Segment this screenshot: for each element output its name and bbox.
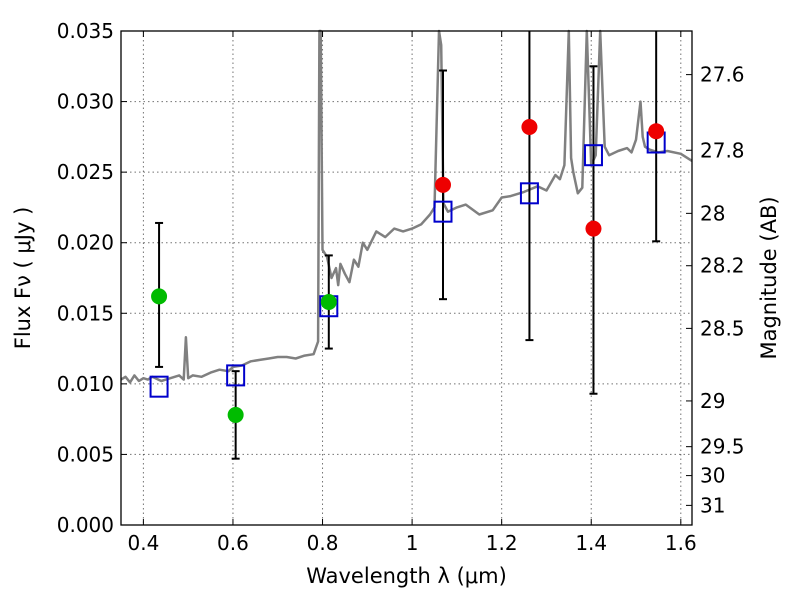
- x-tick-label: 0.8: [307, 531, 339, 555]
- marker-layer: [149, 118, 666, 423]
- y2-axis-title: Magnitude (AB): [757, 196, 781, 359]
- y2-tick-label: 27.8: [700, 138, 745, 162]
- tick-layer: 0.4 0.6 0.8 1 1.2 1.4 1.6 0.000 0.005 0.010 0.015 0…: [57, 19, 745, 555]
- x-tick-label: 1.4: [575, 531, 607, 555]
- x-tick-label: 1.2: [486, 531, 518, 555]
- y-axis-title: Flux Fν ( μJy ): [11, 207, 35, 350]
- photometry-point: [648, 123, 665, 140]
- model-band-square: [149, 375, 169, 398]
- model-band-square: [226, 364, 246, 387]
- y2-tick-label: 28.2: [700, 254, 745, 278]
- x-axis-title: Wavelength λ (μm): [306, 564, 507, 588]
- y2-tick-label: 28.5: [700, 316, 745, 340]
- photometry-point: [585, 220, 602, 237]
- y-tick-label: 0.025: [57, 160, 114, 184]
- photometry-point: [227, 406, 244, 423]
- y2-tick-label: 27.6: [700, 63, 745, 87]
- x-tick-label: 1: [406, 531, 419, 555]
- plot-frame: [120, 30, 693, 526]
- spectrum-layer: [120, 29, 693, 384]
- spectrum-line: [120, 29, 693, 384]
- y-tick-label: 0.035: [57, 19, 114, 43]
- x-tick-label: 0.4: [127, 531, 159, 555]
- photometry-point: [151, 288, 168, 305]
- x-tick-label: 1.6: [665, 531, 697, 555]
- y2-tick-label: 31: [700, 493, 725, 517]
- x-tick-label: 0.6: [217, 531, 249, 555]
- y-tick-label: 0.030: [57, 90, 114, 114]
- model-band-square: [583, 144, 603, 167]
- model-band-square: [433, 200, 453, 223]
- model-band-square: [519, 182, 539, 205]
- grid-lines: [121, 30, 692, 526]
- y2-tick-label: 28: [700, 201, 725, 225]
- y2-tick-label: 29: [700, 389, 725, 413]
- y2-tick-label: 29.5: [700, 435, 745, 459]
- photometry-point: [320, 293, 337, 310]
- y-tick-label: 0.020: [57, 231, 114, 255]
- y-tick-label: 0.010: [57, 372, 114, 396]
- y-tick-label: 0.015: [57, 301, 114, 325]
- y2-tick-label: 30: [700, 464, 725, 488]
- photometry-point: [434, 176, 451, 193]
- y-tick-label: 0.005: [57, 442, 114, 466]
- photometry-point: [521, 118, 538, 135]
- y-tick-label: 0.000: [57, 513, 114, 537]
